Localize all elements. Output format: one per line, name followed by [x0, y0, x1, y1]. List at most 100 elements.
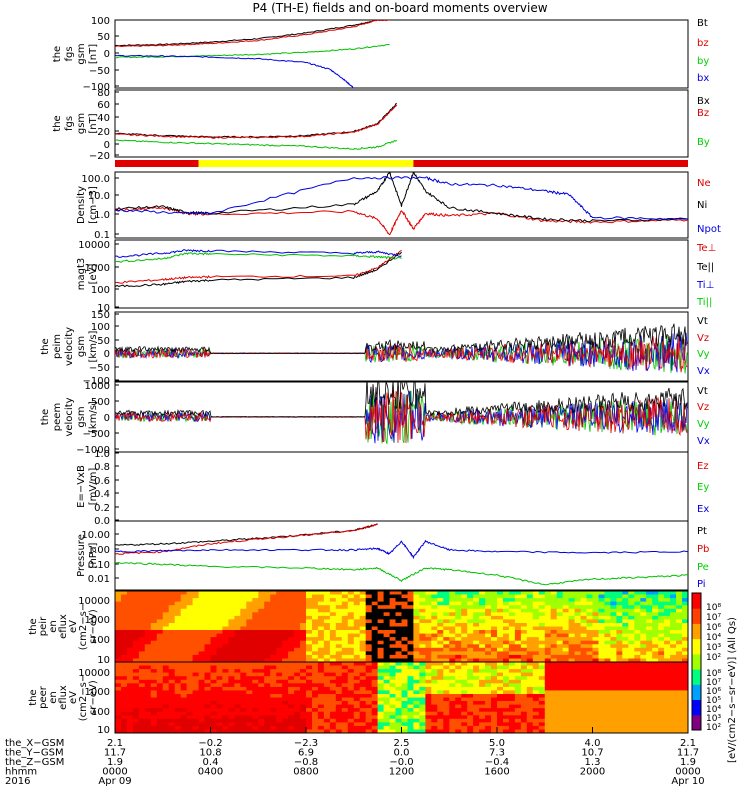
spectrogram-cell — [365, 591, 373, 596]
spectrogram-cell — [121, 701, 128, 706]
spectrogram-cell — [192, 722, 200, 727]
spectrogram-cell — [514, 704, 522, 709]
spectrogram-cell — [353, 601, 361, 606]
spectrogram-cell — [586, 672, 594, 677]
spectrogram-cell — [323, 686, 331, 691]
spectrogram-cell — [252, 729, 259, 733]
spectrogram-cell — [353, 605, 361, 610]
spectrogram-cell — [138, 637, 146, 642]
spectrogram-cell — [216, 701, 224, 706]
spectrogram-cell — [604, 623, 611, 628]
spectrogram-cell — [300, 591, 307, 596]
spectrogram-cell — [162, 704, 170, 709]
spectrogram-cell — [234, 725, 241, 730]
spectrogram-cell — [425, 694, 432, 699]
spectrogram-cell — [323, 594, 331, 599]
spectrogram-cell — [168, 694, 176, 699]
spectrogram-cell — [162, 669, 170, 674]
spectrogram-cell — [312, 683, 319, 688]
spectrogram-cell — [610, 637, 617, 642]
spectrogram-cell — [413, 701, 420, 706]
spectrogram-cell — [467, 676, 474, 681]
spectrogram-cell — [294, 594, 301, 599]
spectrogram-cell — [419, 633, 426, 638]
spectrogram-cell — [270, 701, 277, 706]
spectrogram-cell — [664, 623, 671, 628]
spectrogram-cell — [192, 679, 200, 684]
spectrogram-cell — [610, 729, 617, 733]
spectrogram-cell — [580, 679, 588, 684]
spectrogram-cell — [413, 715, 420, 720]
spectrogram-cell — [473, 729, 480, 733]
spectrogram-cell — [371, 669, 379, 674]
spectrogram-cell — [240, 662, 247, 667]
spectrogram-cell — [544, 725, 552, 730]
spectrogram-cell — [646, 722, 653, 727]
spectrogram-cell — [252, 651, 259, 656]
spectrogram-cell — [616, 658, 623, 662]
spectrogram-cell — [676, 647, 683, 652]
spectrogram-cell — [246, 672, 253, 677]
spectrogram-cell — [132, 729, 140, 733]
spectrogram-cell — [115, 651, 122, 656]
spectrogram-cell — [676, 619, 683, 624]
spectrogram-cell — [162, 654, 170, 659]
spectrogram-cell — [246, 598, 253, 603]
spectrogram-cell — [455, 725, 462, 730]
spectrogram-cell — [138, 701, 146, 706]
spectrogram-cell — [162, 679, 170, 684]
spectrogram-cell — [550, 658, 558, 662]
spectrogram-cell — [264, 694, 271, 699]
spectrogram-cell — [538, 679, 546, 684]
spectrogram-cell — [371, 662, 379, 667]
spectrogram-cell — [329, 612, 337, 617]
spectrogram-cell — [437, 672, 444, 677]
spectrogram-cell — [204, 711, 212, 716]
spectrogram-cell — [538, 672, 546, 677]
spectrogram-cell — [646, 640, 653, 645]
spectrogram-cell — [449, 669, 456, 674]
spectrogram-cell — [520, 704, 528, 709]
spectrogram-cell — [461, 676, 468, 681]
spectrogram-cell — [652, 651, 659, 656]
spectrogram-cell — [377, 623, 385, 628]
spectrogram-cell — [682, 640, 688, 645]
spectrogram-cell — [508, 623, 516, 628]
spectrogram-cell — [216, 715, 224, 720]
spectrogram-cell — [258, 647, 265, 652]
spectrogram-cell — [264, 725, 271, 730]
spectrogram-cell — [156, 630, 164, 635]
spectrogram-cell — [634, 715, 641, 720]
spectrogram-cell — [347, 715, 355, 720]
spectrogram-cell — [497, 718, 504, 723]
spectrogram-cell — [497, 686, 504, 691]
spectrogram-cell — [294, 676, 301, 681]
spectrogram-cell — [240, 672, 247, 677]
spectrogram-cell — [473, 651, 480, 656]
spectrogram-cell — [574, 672, 582, 677]
spectrogram-cell — [592, 683, 600, 688]
spectrogram-cell — [252, 619, 259, 624]
spectrogram-cell — [485, 626, 492, 631]
spectrogram-cell — [329, 722, 337, 727]
spectrogram-cell — [485, 676, 492, 681]
spectrogram-cell — [574, 615, 582, 620]
spectrogram-cell — [246, 601, 253, 606]
spectrogram-cell — [532, 676, 540, 681]
spectrogram-cell — [126, 598, 134, 603]
spectrogram-cell — [371, 704, 379, 709]
spectrogram-cell — [413, 662, 420, 667]
spectrogram-cell — [174, 626, 182, 631]
spectrogram-cell — [276, 715, 283, 720]
spectrogram-cell — [335, 694, 343, 699]
spectrogram-cell — [479, 630, 486, 635]
spectrogram-cell — [544, 718, 552, 723]
spectrogram-cell — [658, 608, 665, 613]
spectrogram-cell — [210, 591, 218, 596]
spectrogram-cell — [467, 608, 474, 613]
spectrogram-cell — [204, 729, 212, 733]
spectrogram-cell — [431, 662, 438, 667]
spectrogram-cell — [532, 658, 540, 662]
spectrogram-cell — [234, 679, 241, 684]
spectrogram-cell — [485, 694, 492, 699]
